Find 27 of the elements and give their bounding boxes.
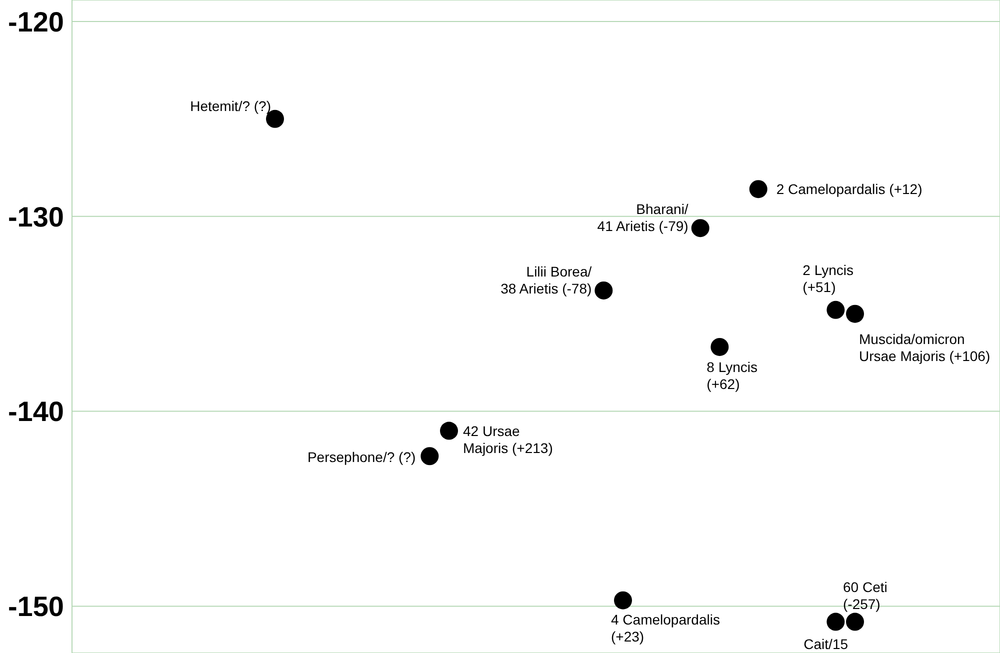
series-label: 4 Camelopardalis (+23) [611, 611, 720, 644]
y-tick-label: -140 [8, 396, 64, 428]
series-label: Muscida/omicron Ursae Majoris (+106) [859, 330, 990, 364]
y-tick-label: -120 [8, 6, 64, 38]
point [691, 219, 710, 238]
point [846, 304, 864, 323]
series-label: Cait/15 [804, 636, 848, 652]
point [749, 180, 768, 198]
point [846, 612, 864, 631]
point [440, 422, 458, 440]
y-tick-label: -130 [8, 201, 64, 232]
point [826, 300, 845, 319]
point [594, 281, 613, 300]
series-label: 2 Camelopardalis (+12) [776, 181, 922, 198]
series-label: 42 Ursae Majoris (+213) [463, 422, 553, 456]
point [420, 447, 439, 466]
point [614, 591, 632, 610]
series-label: Bharani/41 Arietis (-79) [597, 201, 688, 234]
point [710, 338, 729, 356]
series-label: Hetemit/? (?) [190, 98, 271, 114]
series-label: 8 Lyncis (+62) [706, 358, 758, 392]
series-label: 2 Lyncis (+51) [802, 262, 854, 295]
series-label: Lilii Borea/38 Arietis (-78) [500, 263, 592, 296]
series-label: 60 Ceti (-257) [843, 578, 888, 612]
series-label: Persephone/? (?) [307, 449, 416, 466]
y-tick-label: -150 [8, 591, 64, 622]
point [826, 612, 845, 631]
